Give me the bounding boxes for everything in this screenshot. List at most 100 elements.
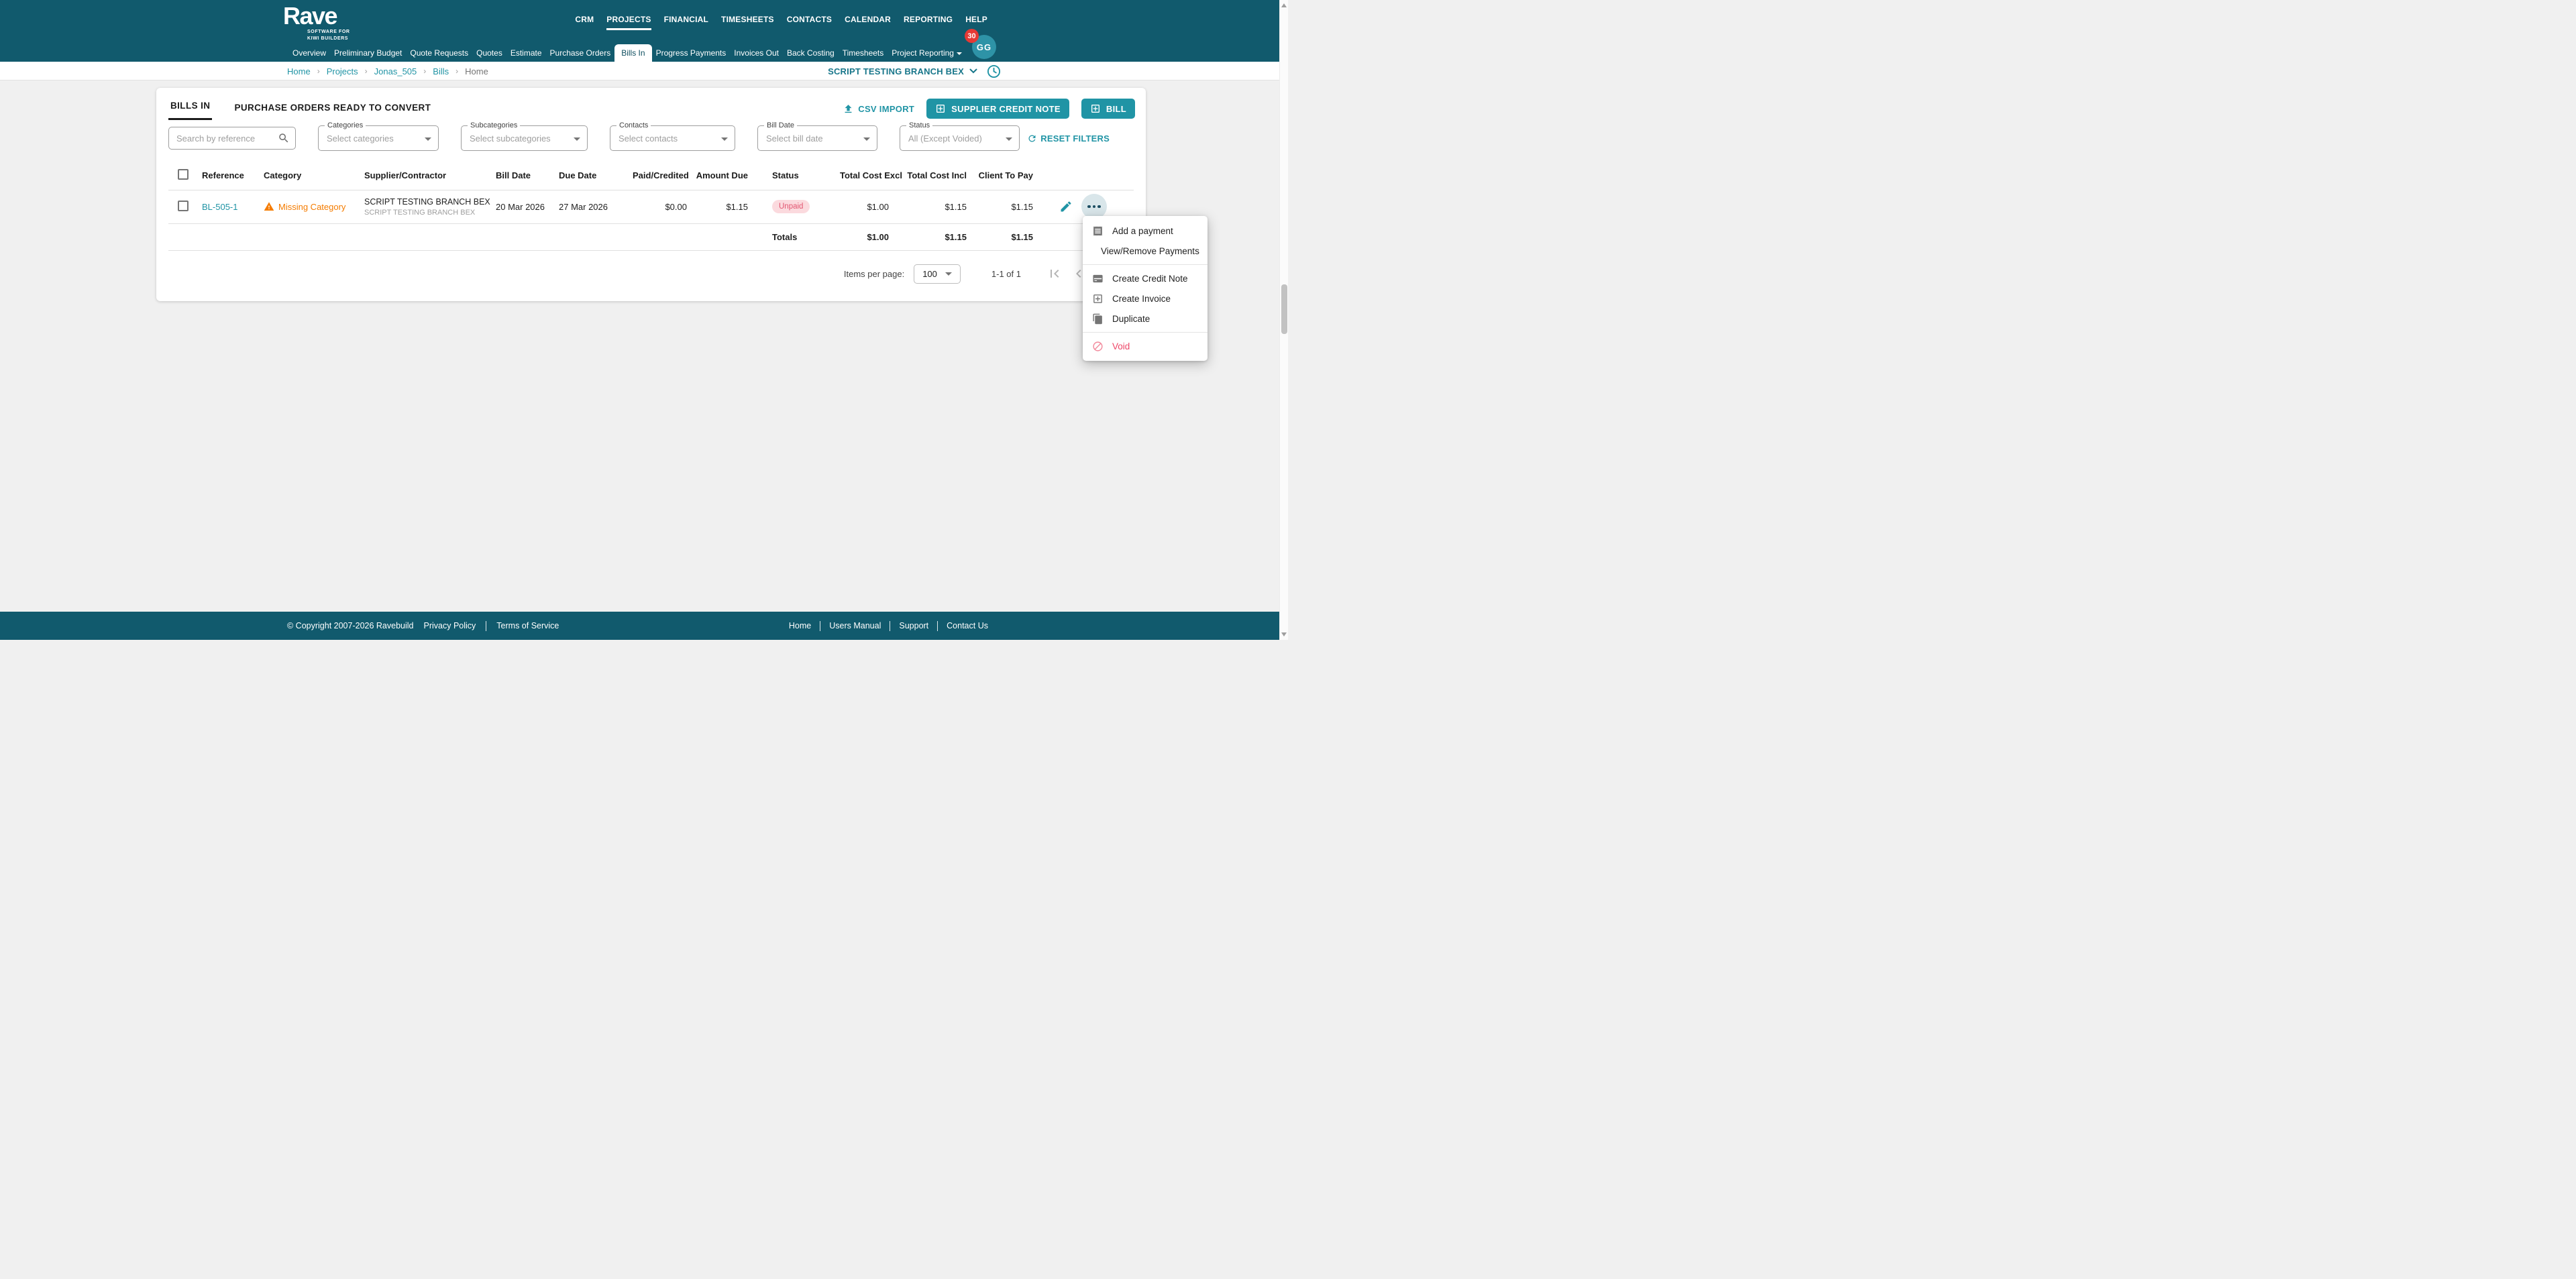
- subnav-back-costing[interactable]: Back Costing: [786, 48, 835, 58]
- chevron-right-icon: ›: [423, 66, 427, 76]
- scrollbar-down-arrow-icon[interactable]: [1281, 632, 1287, 636]
- branch-selector[interactable]: SCRIPT TESTING BRANCH BEX: [828, 66, 977, 76]
- card-actions: CSV IMPORT SUPPLIER CREDIT NOTE BILL: [843, 99, 1135, 119]
- warning-triangle-icon: [264, 202, 274, 211]
- branch-label: SCRIPT TESTING BRANCH BEX: [828, 66, 964, 76]
- bill-date-select[interactable]: Bill Date Select bill date: [757, 121, 877, 151]
- rave-logo[interactable]: Rave SOFTWARE FOR KIWI BUILDERS: [283, 3, 350, 42]
- tab-bills-in[interactable]: BILLS IN: [168, 91, 213, 120]
- paid-credited-cell: $0.00: [665, 201, 687, 212]
- col-amount-due: Amount Due: [696, 170, 748, 181]
- reset-filters-button[interactable]: RESET FILTERS: [1027, 133, 1110, 144]
- top-header: Rave SOFTWARE FOR KIWI BUILDERS CRM PROJ…: [0, 0, 1288, 62]
- subnav-purchase-orders[interactable]: Purchase Orders: [549, 48, 611, 58]
- row-checkbox[interactable]: [178, 200, 189, 211]
- subnav-bills-in[interactable]: Bills In: [614, 44, 652, 62]
- refresh-icon: [1028, 135, 1036, 142]
- categories-select[interactable]: Categories Select categories: [318, 121, 439, 151]
- subnav-project-reporting[interactable]: Project Reporting: [888, 46, 966, 62]
- privacy-policy-link[interactable]: Privacy Policy: [423, 621, 476, 630]
- notification-badge[interactable]: 30: [965, 29, 979, 43]
- nav-timesheets[interactable]: TIMESHEETS: [721, 15, 774, 24]
- subnav-overview[interactable]: Overview: [292, 48, 327, 58]
- col-client-to-pay: Client To Pay: [978, 170, 1033, 181]
- contact-us-link[interactable]: Contact Us: [947, 621, 988, 630]
- nav-reporting[interactable]: REPORTING: [904, 15, 953, 24]
- menu-create-credit-note[interactable]: Create Credit Note: [1083, 268, 1208, 288]
- status-badge: Unpaid: [772, 200, 810, 213]
- csv-import-button[interactable]: CSV IMPORT: [843, 103, 914, 115]
- first-page-icon: [1051, 270, 1059, 278]
- menu-add-payment[interactable]: Add a payment: [1083, 221, 1208, 241]
- terms-of-service-link[interactable]: Terms of Service: [496, 621, 559, 630]
- search-icon: [279, 133, 288, 143]
- crumb-projects[interactable]: Projects: [326, 66, 358, 76]
- crumb-bills[interactable]: Bills: [433, 66, 449, 76]
- page-scrollbar[interactable]: [1279, 0, 1288, 640]
- scrollbar-up-arrow-icon[interactable]: [1281, 3, 1287, 7]
- dropdown-caret-icon: [1006, 137, 1012, 141]
- nav-contacts[interactable]: CONTACTS: [786, 15, 833, 24]
- select-all-checkbox[interactable]: [178, 169, 189, 180]
- row-context-menu: Add a payment View/Remove Payments Creat…: [1083, 216, 1208, 361]
- menu-duplicate[interactable]: Duplicate: [1083, 309, 1208, 329]
- scrollbar-thumb[interactable]: [1281, 284, 1287, 334]
- menu-void[interactable]: Void: [1083, 336, 1208, 356]
- col-paid-credited: Paid/Credited: [633, 170, 689, 181]
- nav-crm[interactable]: CRM: [575, 15, 594, 24]
- support-link[interactable]: Support: [899, 621, 929, 630]
- tab-po-ready-to-convert[interactable]: PURCHASE ORDERS READY TO CONVERT: [234, 103, 431, 113]
- status-select[interactable]: Status All (Except Voided): [900, 121, 1020, 151]
- chevron-right-icon: ›: [317, 66, 320, 76]
- crumb-home[interactable]: Home: [287, 66, 311, 76]
- users-manual-link[interactable]: Users Manual: [829, 621, 881, 630]
- items-per-page-label: Items per page:: [843, 268, 905, 279]
- pagination: Items per page: 100 1-1 of 1: [156, 251, 1146, 301]
- project-subnav: Overview Preliminary Budget Quote Reques…: [288, 44, 966, 62]
- subnav-quotes[interactable]: Quotes: [476, 48, 502, 58]
- footer-divider: [937, 620, 938, 631]
- table-header-row: Reference Category Supplier/Contractor B…: [168, 162, 1134, 190]
- dropdown-caret-icon: [863, 137, 870, 141]
- subcategories-select[interactable]: Subcategories Select subcategories: [461, 121, 588, 151]
- logo-brand-text: Rave: [283, 2, 338, 30]
- chevron-right-icon: ›: [455, 66, 459, 76]
- chevron-down-icon: [956, 52, 962, 55]
- receipt-icon: [1093, 225, 1102, 236]
- subnav-preliminary-budget[interactable]: Preliminary Budget: [334, 48, 402, 58]
- footer: © Copyright 2007-2026 Ravebuild Privacy …: [0, 612, 1288, 640]
- edit-bill-button[interactable]: [1059, 200, 1073, 213]
- contacts-select[interactable]: Contacts Select contacts: [610, 121, 735, 151]
- search-input[interactable]: [176, 133, 278, 144]
- supplier-credit-note-button[interactable]: SUPPLIER CREDIT NOTE: [926, 99, 1069, 119]
- subnav-invoices-out[interactable]: Invoices Out: [734, 48, 779, 58]
- nav-help[interactable]: HELP: [965, 15, 987, 24]
- bill-reference-link[interactable]: BL-505-1: [202, 201, 238, 212]
- menu-view-remove-payments[interactable]: View/Remove Payments: [1083, 241, 1208, 261]
- subnav-quote-requests[interactable]: Quote Requests: [410, 48, 469, 58]
- col-status: Status: [772, 170, 799, 181]
- subnav-progress-payments[interactable]: Progress Payments: [655, 48, 727, 58]
- subnav-timesheets[interactable]: Timesheets: [842, 48, 884, 58]
- chevron-down-icon: [969, 68, 977, 74]
- amount-due-cell: $1.15: [726, 201, 748, 212]
- page-size-select[interactable]: 100: [914, 264, 961, 284]
- history-clock-icon[interactable]: [987, 64, 1001, 78]
- first-page-button[interactable]: [1046, 266, 1063, 282]
- nav-financial[interactable]: FINANCIAL: [663, 15, 709, 24]
- bill-button[interactable]: BILL: [1081, 99, 1135, 119]
- menu-create-invoice[interactable]: Create Invoice: [1083, 288, 1208, 309]
- upload-icon: [845, 104, 852, 113]
- more-dots-icon: [1087, 205, 1091, 209]
- col-supplier: Supplier/Contractor: [364, 170, 447, 181]
- footer-home-link[interactable]: Home: [788, 621, 812, 630]
- previous-page-button[interactable]: [1071, 266, 1087, 282]
- nav-calendar[interactable]: CALENDAR: [845, 15, 892, 24]
- client-to-pay-cell: $1.15: [1011, 201, 1033, 212]
- col-bill-date: Bill Date: [496, 170, 531, 181]
- crumb-project-name[interactable]: Jonas_505: [374, 66, 417, 76]
- subnav-estimate[interactable]: Estimate: [510, 48, 542, 58]
- pencil-edit-icon: [1061, 201, 1071, 212]
- row-more-actions-button[interactable]: [1081, 194, 1107, 219]
- nav-projects[interactable]: PROJECTS: [606, 15, 651, 30]
